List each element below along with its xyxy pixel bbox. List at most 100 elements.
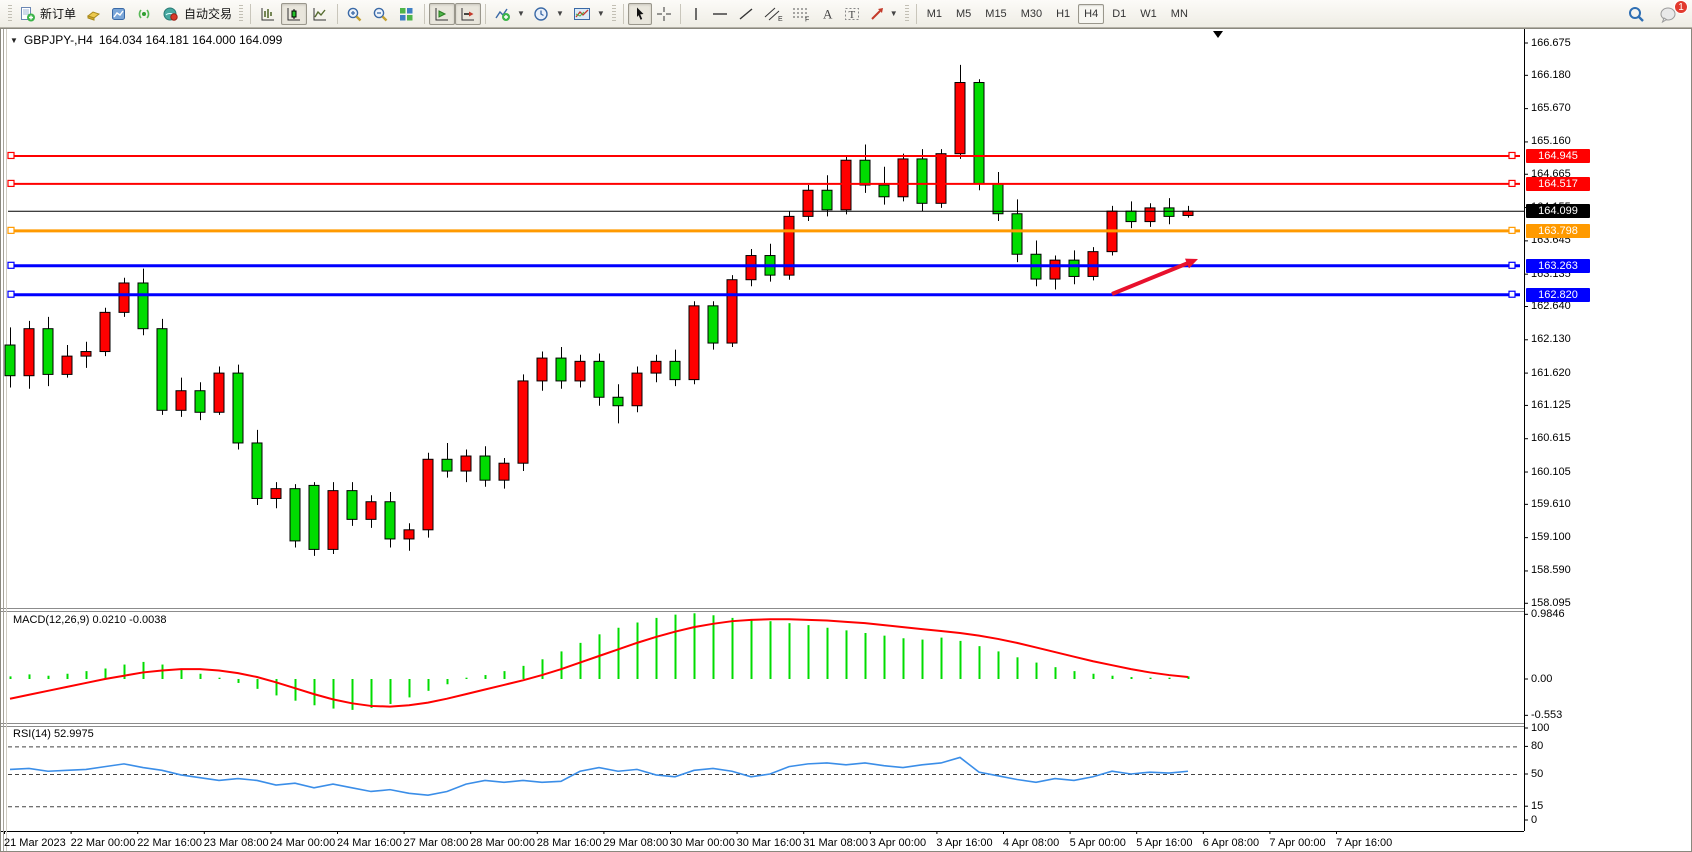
auto-trading-label: 自动交易 <box>184 7 233 21</box>
chat-bubble-icon <box>1659 5 1679 23</box>
signal-icon <box>136 6 154 22</box>
chart-title: ▼ GBPJPY-,H4 164.034 164.181 164.000 164… <box>10 33 282 47</box>
auto-scroll-button[interactable] <box>429 2 456 25</box>
timeframe-group: M1 M5 M15 M30 H1 H4 D1 W1 MN <box>921 3 1194 24</box>
rsi-value: 52.9975 <box>53 728 94 740</box>
tile-windows-button[interactable] <box>394 3 420 25</box>
chart-window-button[interactable] <box>106 3 132 25</box>
svg-text:T: T <box>848 9 855 21</box>
vertical-line-icon <box>689 6 703 22</box>
line-chart-icon <box>311 6 329 22</box>
search-button[interactable] <box>1623 3 1649 25</box>
svg-text:E: E <box>778 16 783 22</box>
dropdown-caret-icon: ▼ <box>596 9 605 18</box>
text-label-button[interactable]: T <box>839 3 865 25</box>
gold-bar-icon <box>84 6 102 22</box>
zoom-in-icon <box>346 6 364 22</box>
bar-chart-icon <box>259 6 277 22</box>
rsi-label: RSI(14) <box>13 728 51 740</box>
new-order-button[interactable]: 新订单 <box>15 3 80 25</box>
auto-scroll-icon <box>433 6 451 22</box>
cursor-icon <box>632 6 648 22</box>
arrows-icon <box>869 6 885 22</box>
timeframe-M30[interactable]: M30 <box>1020 7 1043 20</box>
timeframe-M15[interactable]: M15 <box>985 7 1007 20</box>
chart-shift-button[interactable] <box>455 2 482 25</box>
macd-values: 0.0210 -0.0038 <box>92 614 167 626</box>
text-label-icon: T <box>843 6 861 22</box>
toolbar-right: 1 <box>1623 0 1688 25</box>
periods-button[interactable]: ▼ <box>529 3 568 25</box>
rsi-pane-label: RSI(14) 52.9975 <box>13 728 94 740</box>
blue-chart-icon <box>110 6 128 22</box>
toolbar-separator <box>337 3 339 24</box>
text-icon: A <box>819 6 835 22</box>
indicators-button[interactable]: ▼ <box>490 3 529 25</box>
timeframe-D1[interactable]: D1 <box>1112 7 1127 20</box>
market-watch-button[interactable] <box>80 3 106 25</box>
toolbar-grip[interactable] <box>611 4 616 23</box>
chart-canvas[interactable] <box>0 28 1692 852</box>
zoom-out-button[interactable] <box>368 3 394 25</box>
toolbar-separator <box>250 3 252 24</box>
toolbar-separator <box>485 3 487 24</box>
crosshair-button[interactable] <box>652 3 676 25</box>
candlestick-chart-button[interactable] <box>281 2 308 25</box>
svg-text:A: A <box>823 6 833 21</box>
horizontal-line-icon <box>711 6 729 22</box>
toolbar-separator <box>622 3 624 24</box>
toolbar-separator <box>424 3 426 24</box>
templates-button[interactable]: ▼ <box>568 3 609 25</box>
toolbar-separator <box>915 3 917 24</box>
fibonacci-button[interactable]: F <box>787 3 815 25</box>
chart-shift-icon <box>459 6 477 22</box>
signals-button[interactable] <box>132 3 158 25</box>
toolbar-separator <box>679 3 681 24</box>
horizontal-line-button[interactable] <box>707 3 733 25</box>
timeframe-MN[interactable]: MN <box>1170 7 1188 20</box>
cursor-button[interactable] <box>627 2 652 25</box>
zoom-out-icon <box>372 6 390 22</box>
candlestick-chart-icon <box>285 6 303 22</box>
new-order-icon <box>19 6 36 22</box>
trendline-icon <box>737 6 755 22</box>
crosshair-icon <box>656 6 672 22</box>
text-button[interactable]: A <box>815 3 839 25</box>
bar-chart-button[interactable] <box>255 3 281 25</box>
channel-icon: E <box>763 6 783 22</box>
auto-trading-button[interactable]: 自动交易 <box>158 3 236 25</box>
timeframe-H1[interactable]: H1 <box>1056 7 1071 20</box>
indicators-icon <box>494 6 512 22</box>
ohlc-values: 164.034 164.181 164.000 164.099 <box>98 33 283 47</box>
timeframe-H4[interactable]: H4 <box>1078 3 1105 24</box>
macd-label: MACD(12,26,9) <box>13 614 90 626</box>
toolbar-grip[interactable] <box>239 4 244 23</box>
timeframe-M5[interactable]: M5 <box>956 7 972 20</box>
toolbar: 新订单 自动交易 ▼ ▼ ▼ E F A <box>0 0 1692 28</box>
chart-expand-icon[interactable]: ▼ <box>10 35 18 45</box>
line-chart-button[interactable] <box>307 3 333 25</box>
trendline-button[interactable] <box>733 3 759 25</box>
dropdown-caret-icon: ▼ <box>517 9 525 18</box>
symbol-period-label: GBPJPY-,H4 <box>23 33 93 47</box>
toolbar-grip[interactable] <box>904 4 909 23</box>
arrows-button[interactable]: ▼ <box>865 3 902 25</box>
timeframe-M1[interactable]: M1 <box>926 7 942 20</box>
notifications-button[interactable]: 1 <box>1655 0 1688 25</box>
search-icon <box>1627 5 1645 23</box>
new-order-label: 新订单 <box>40 7 77 21</box>
tile-windows-icon <box>398 6 416 22</box>
zoom-in-button[interactable] <box>342 3 368 25</box>
channel-button[interactable]: E <box>759 3 787 25</box>
fibonacci-icon: F <box>791 6 811 22</box>
clock-icon <box>533 6 551 22</box>
vertical-line-button[interactable] <box>685 3 707 25</box>
dropdown-caret-icon: ▼ <box>889 9 898 18</box>
toolbar-grip[interactable] <box>8 4 12 23</box>
timeframe-W1[interactable]: W1 <box>1140 7 1157 20</box>
macd-pane-label: MACD(12,26,9) 0.0210 -0.0038 <box>13 614 167 626</box>
dropdown-caret-icon: ▼ <box>555 9 564 18</box>
template-icon <box>572 6 592 22</box>
auto-trading-icon <box>162 6 180 22</box>
